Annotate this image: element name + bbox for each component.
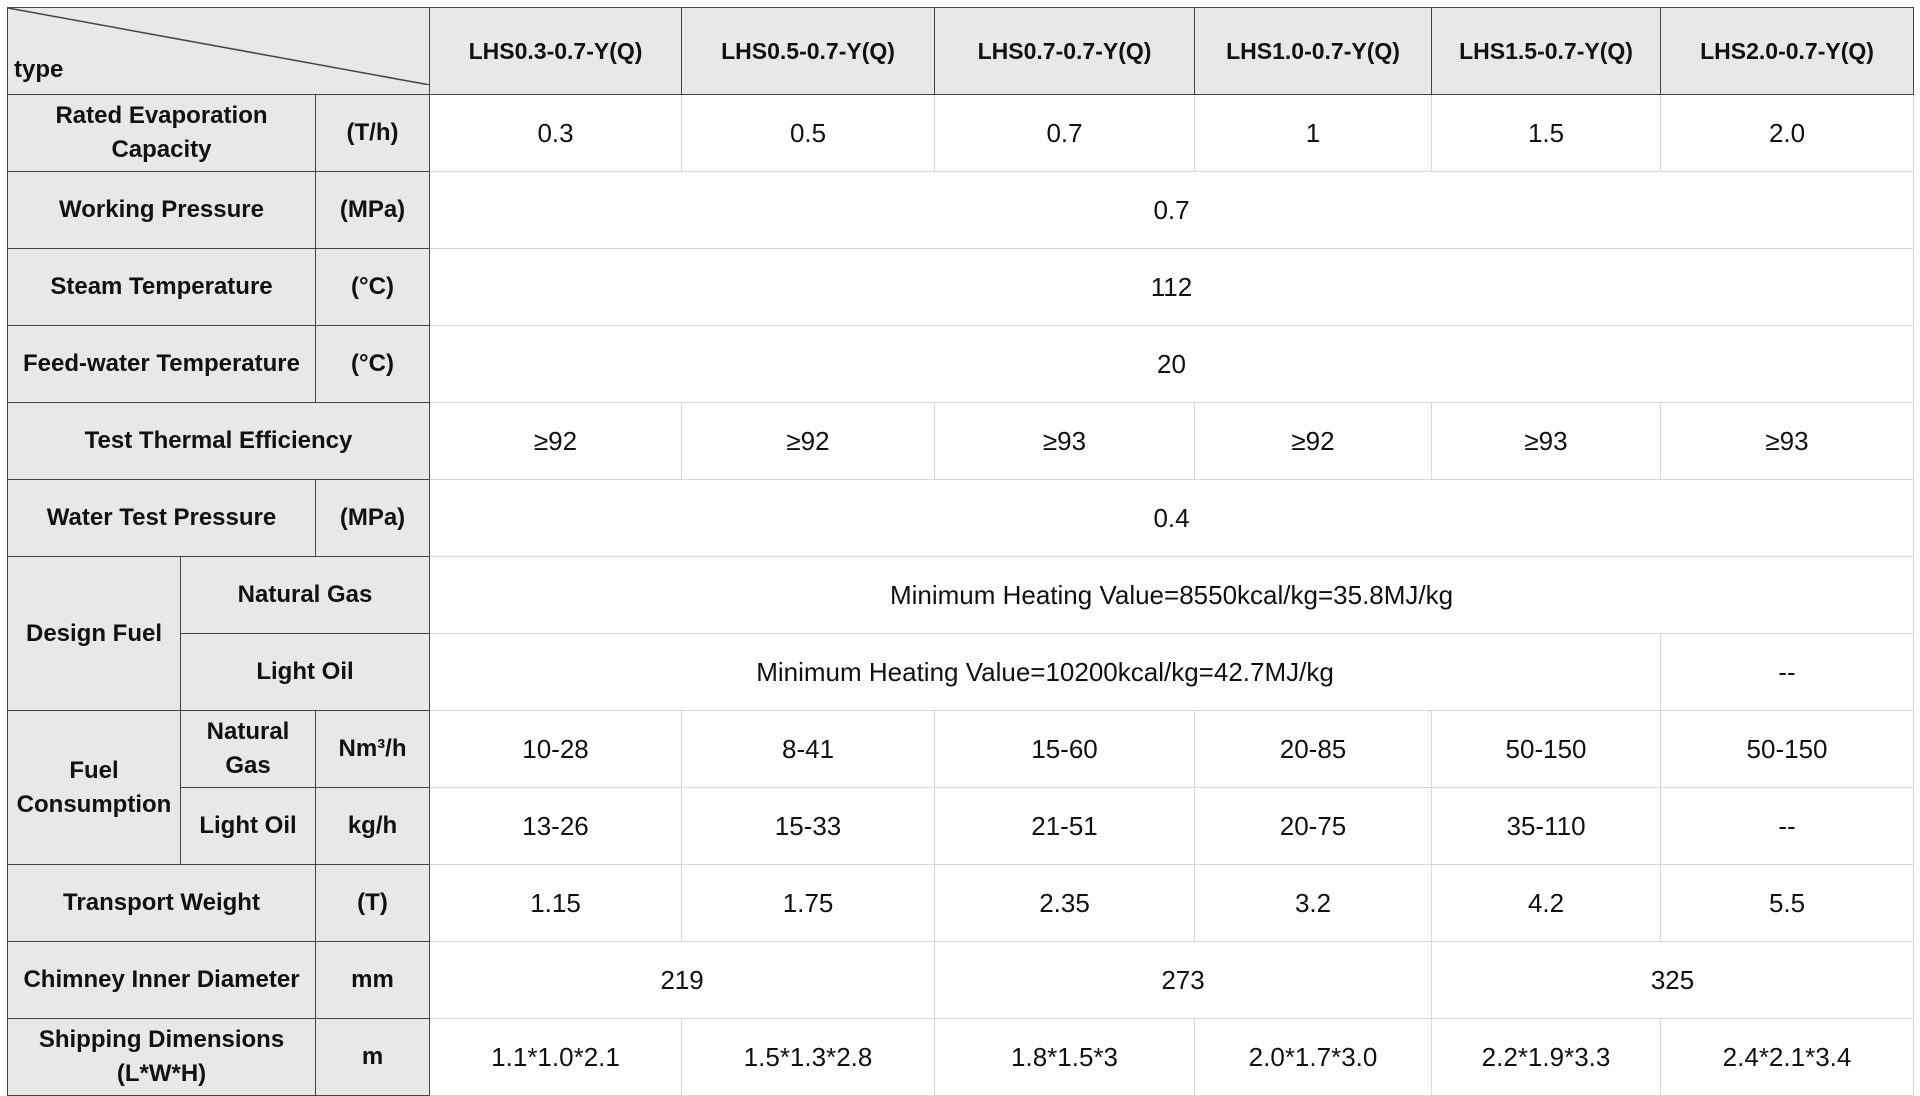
cell: 2.35 bbox=[934, 864, 1196, 942]
row-label: Working Pressure bbox=[7, 171, 316, 249]
unit: Nm³/h bbox=[314, 710, 431, 788]
corner-label: type bbox=[14, 56, 64, 83]
cell: 219 bbox=[429, 941, 936, 1019]
cell: 21-51 bbox=[934, 787, 1196, 865]
row: Water Test Pressure (MPa) 0.4 bbox=[7, 479, 1915, 557]
cell: 15-33 bbox=[681, 787, 936, 865]
cell: 20-85 bbox=[1194, 710, 1433, 788]
cell: 35-110 bbox=[1431, 787, 1662, 865]
unit: m bbox=[314, 1018, 431, 1096]
cell: -- bbox=[1660, 633, 1915, 711]
cell: -- bbox=[1660, 787, 1915, 865]
cell: 50-150 bbox=[1660, 710, 1915, 788]
row: Steam Temperature (°C) 112 bbox=[7, 248, 1915, 326]
row-label: Chimney Inner Diameter bbox=[7, 941, 316, 1019]
unit: kg/h bbox=[314, 787, 431, 865]
row: Chimney Inner Diameter mm 219 273 325 bbox=[7, 941, 1915, 1019]
corner-cell: type bbox=[6, 7, 431, 95]
cell: 15-60 bbox=[934, 710, 1196, 788]
cell: 1.1*1.0*2.1 bbox=[429, 1018, 683, 1096]
row: Test Thermal Efficiency ≥92 ≥92 ≥93 ≥92 ≥93 ≥… bbox=[6, 402, 1915, 480]
cell: 273 bbox=[934, 941, 1433, 1019]
cell: 5.5 bbox=[1660, 864, 1915, 942]
row: Light Oil kg/h 13-26 15-33 21-51 20-75 35-110… bbox=[8, 787, 1915, 865]
unit: (MPa) bbox=[314, 171, 431, 249]
model: LHS0.5-0.7-Y(Q) bbox=[681, 7, 936, 95]
cell: 8-41 bbox=[681, 710, 936, 788]
cell: 1.5 bbox=[1431, 94, 1662, 172]
model: LHS1.5-0.7-Y(Q) bbox=[1431, 7, 1662, 95]
cell: Minimum Heating Value=10200kcal/kg=42.7M… bbox=[429, 633, 1662, 711]
row: Fuel Consumption Natural Gas Nm³/h 10-28 8-… bbox=[7, 710, 1915, 865]
cell: ≥93 bbox=[934, 402, 1196, 480]
group-label: Fuel Consumption bbox=[7, 710, 181, 865]
cell: 4.2 bbox=[1431, 864, 1662, 942]
cell: Minimum Heating Value=8550kcal/kg=35.8MJ… bbox=[429, 556, 1915, 634]
unit: (°C) bbox=[314, 325, 431, 403]
model: LHS1.0-0.7-Y(Q) bbox=[1194, 7, 1433, 95]
cell: 50-150 bbox=[1431, 710, 1662, 788]
cell: 1.8*1.5*3 bbox=[934, 1018, 1196, 1096]
cell: 1.5*1.3*2.8 bbox=[681, 1018, 936, 1096]
model: LHS0.3-0.7-Y(Q) bbox=[429, 7, 683, 95]
spec-table: type LHS0.3-0.7-Y(Q) LHS0.5-0.7-Y(Q) LHS… bbox=[6, 7, 1915, 1096]
cell: 2.0*1.7*3.0 bbox=[1194, 1018, 1433, 1096]
cell: 1.75 bbox=[681, 864, 936, 942]
model: LHS2.0-0.7-Y(Q) bbox=[1660, 7, 1915, 95]
cell: 0.7 bbox=[429, 171, 1915, 249]
row: Working Pressure (MPa) 0.7 bbox=[7, 171, 1915, 249]
cell: 1.15 bbox=[429, 864, 683, 942]
diagonal bbox=[8, 8, 430, 85]
cell: ≥92 bbox=[1194, 402, 1433, 480]
group-label: Design Fuel bbox=[7, 556, 181, 711]
cell: ≥93 bbox=[1431, 402, 1662, 480]
row-label: Light Oil bbox=[179, 633, 431, 711]
row-label: Transport Weight bbox=[7, 864, 316, 942]
cell: 0.4 bbox=[429, 479, 1915, 557]
cell: 0.3 bbox=[429, 94, 683, 172]
header-row: type LHS0.3-0.7-Y(Q) LHS0.5-0.7-Y(Q) LHS… bbox=[6, 7, 1915, 95]
row: Rated Evaporation Capacity (T/h) 0.3 0.5 0.… bbox=[7, 94, 1915, 172]
cell: ≥93 bbox=[1660, 402, 1915, 480]
unit: (MPa) bbox=[314, 479, 431, 557]
cell: ≥92 bbox=[429, 402, 683, 480]
row-label: Shipping Dimensions (L*W*H) bbox=[7, 1018, 316, 1096]
cell: 1 bbox=[1194, 94, 1433, 172]
row-label: Test Thermal Efficiency bbox=[6, 402, 431, 480]
cell: 10-28 bbox=[429, 710, 683, 788]
row-label: Water Test Pressure bbox=[7, 479, 316, 557]
row: Feed-water Temperature (°C) 20 bbox=[7, 325, 1915, 403]
row: Transport Weight (T) 1.15 1.75 2.35 3.2 4.2 5.… bbox=[7, 864, 1915, 942]
unit: (°C) bbox=[314, 248, 431, 326]
cell: 112 bbox=[429, 248, 1915, 326]
cell: 325 bbox=[1431, 941, 1915, 1019]
row-label: Light Oil bbox=[180, 787, 316, 865]
unit: (T) bbox=[314, 864, 431, 942]
row-label: Steam Temperature bbox=[7, 248, 316, 326]
cell: 0.7 bbox=[934, 94, 1196, 172]
cell: 0.5 bbox=[681, 94, 936, 172]
cell: 20-75 bbox=[1194, 787, 1433, 865]
unit: mm bbox=[314, 941, 431, 1019]
cell: 13-26 bbox=[429, 787, 683, 865]
row: Shipping Dimensions (L*W*H) m 1.1*1.0*2.1… bbox=[7, 1018, 1915, 1096]
unit: (T/h) bbox=[314, 94, 431, 172]
cell: 20 bbox=[429, 325, 1915, 403]
cell: ≥92 bbox=[681, 402, 936, 480]
row: Light Oil Minimum Heating Value=10200kcal… bbox=[8, 633, 1915, 711]
cell: 2.0 bbox=[1660, 94, 1915, 172]
row: Design Fuel Natural Gas Minimum Heating Va… bbox=[7, 556, 1915, 711]
row-label: Rated Evaporation Capacity bbox=[7, 94, 316, 172]
model: LHS0.7-0.7-Y(Q) bbox=[934, 7, 1196, 95]
row-label: Feed-water Temperature bbox=[7, 325, 316, 403]
cell: 3.2 bbox=[1194, 864, 1433, 942]
row-label: Natural Gas bbox=[180, 710, 316, 788]
cell: 2.4*2.1*3.4 bbox=[1660, 1018, 1915, 1096]
cell: 2.2*1.9*3.3 bbox=[1431, 1018, 1662, 1096]
row-label: Natural Gas bbox=[179, 556, 431, 634]
